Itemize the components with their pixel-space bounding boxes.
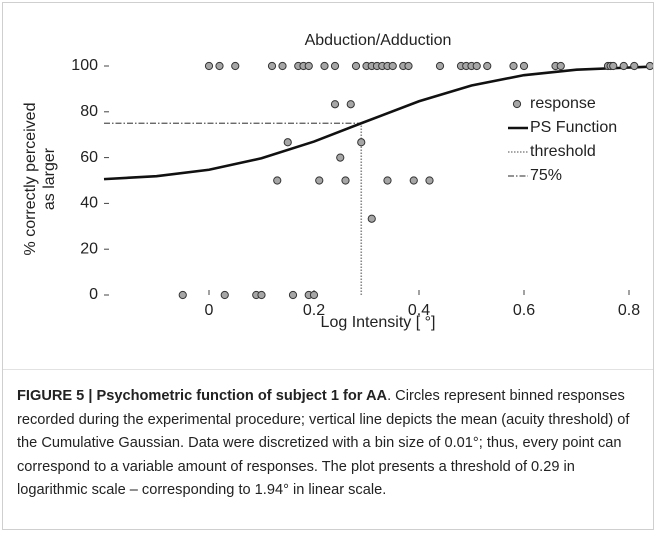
caption: FIGURE 5 | Psychometric function of subj… — [17, 385, 643, 503]
x-tick-label: 0.6 — [513, 302, 535, 319]
data-point — [278, 61, 287, 71]
x-tick-label: 0.2 — [303, 302, 325, 319]
legend-label: PS Function — [530, 119, 617, 136]
data-point — [273, 176, 282, 185]
y-tick-label: 0 — [89, 286, 98, 303]
data-point — [320, 61, 329, 71]
legend-marker — [512, 99, 522, 109]
data-point — [215, 61, 224, 71]
data-point — [330, 100, 340, 109]
data-point — [257, 290, 266, 300]
data-point — [645, 61, 653, 71]
data-point — [619, 61, 628, 71]
separator — [3, 369, 653, 370]
data-point — [220, 290, 229, 300]
data-point — [231, 61, 240, 71]
data-point — [178, 290, 187, 300]
data-point — [357, 138, 366, 147]
x-tick-label: 0.8 — [618, 302, 640, 319]
y-tick-label: 60 — [80, 149, 98, 166]
x-tick-label: 0.4 — [408, 302, 430, 319]
y-tick-label: 20 — [80, 240, 98, 257]
data-point — [472, 61, 481, 71]
chart: Abduction/Adduction Log Intensity [ °] %… — [22, 32, 653, 331]
caption-text: . Circles represent binned responses rec… — [17, 388, 630, 498]
data-point — [304, 61, 313, 71]
x-axis-label: Log Intensity [ °] — [321, 314, 436, 331]
legend-label: response — [530, 95, 596, 112]
data-point — [330, 61, 340, 71]
data-point — [315, 176, 324, 185]
caption-label: FIGURE 5 | Psychometric function of subj… — [17, 388, 388, 404]
data-point — [556, 61, 565, 71]
chart-title: Abduction/Adduction — [305, 32, 452, 49]
data-point — [435, 61, 445, 71]
figure: Abduction/Adduction Log Intensity [ °] %… — [2, 2, 654, 530]
data-point — [509, 61, 518, 71]
data-point — [346, 100, 355, 109]
data-point — [409, 176, 418, 185]
curve — [103, 65, 651, 181]
data-point — [204, 61, 214, 71]
data-point — [425, 176, 434, 185]
x-tick-label: 0 — [205, 302, 214, 319]
data-point — [267, 61, 277, 71]
data-point — [367, 214, 376, 223]
data-point — [351, 61, 361, 71]
y-axis-label: as larger — [41, 147, 58, 210]
data-point — [288, 290, 298, 300]
legend-label: 75% — [530, 167, 562, 184]
data-point — [388, 61, 397, 71]
y-axis-label: % correctly perceived — [22, 103, 39, 256]
data-point — [383, 176, 392, 185]
data-point — [283, 138, 292, 147]
data-point — [609, 61, 618, 71]
y-tick-label: 100 — [71, 57, 98, 74]
data-point — [309, 290, 319, 300]
data-point — [341, 176, 350, 185]
data-point — [483, 61, 492, 71]
data-point — [404, 61, 413, 71]
data-point — [630, 61, 639, 71]
y-tick-label: 80 — [80, 103, 98, 120]
data-point — [336, 153, 345, 162]
legend-label: threshold — [530, 143, 596, 160]
data-point — [519, 61, 529, 71]
y-tick-label: 40 — [80, 195, 98, 212]
